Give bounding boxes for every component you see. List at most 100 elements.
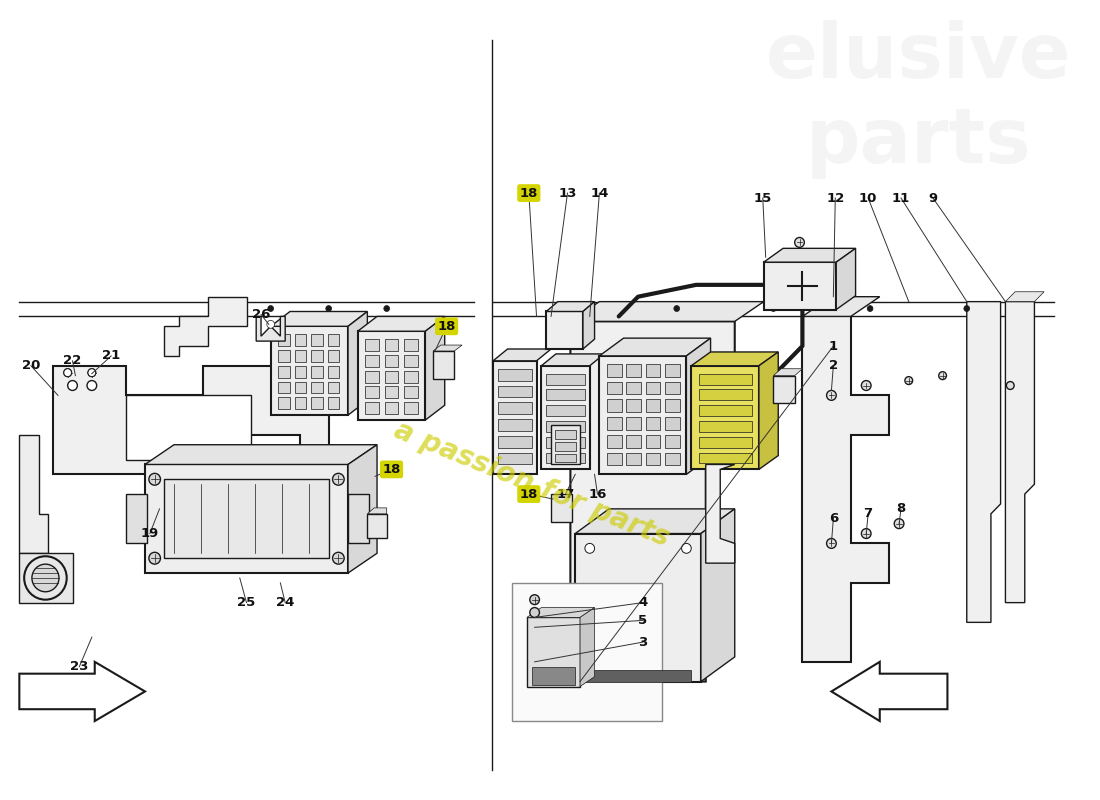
Bar	[666, 417, 680, 430]
Bar	[404, 370, 418, 382]
Text: 12: 12	[826, 191, 845, 205]
Bar	[607, 364, 621, 377]
Bar	[365, 355, 380, 366]
Polygon shape	[583, 302, 595, 349]
Bar	[295, 366, 307, 378]
Bar	[498, 419, 531, 431]
Text: 5: 5	[638, 614, 648, 627]
Bar	[271, 326, 348, 415]
Bar	[498, 402, 531, 414]
Circle shape	[530, 607, 539, 618]
Bar	[164, 479, 329, 558]
Bar	[551, 494, 572, 522]
Text: 11: 11	[892, 191, 910, 205]
Circle shape	[861, 529, 871, 538]
Polygon shape	[256, 317, 285, 341]
Circle shape	[585, 543, 595, 554]
Polygon shape	[493, 349, 551, 361]
Bar	[513, 583, 662, 721]
Text: 24: 24	[276, 596, 295, 609]
Text: 16: 16	[588, 487, 606, 501]
Circle shape	[88, 369, 96, 377]
Bar	[646, 417, 660, 430]
Bar	[646, 382, 660, 394]
Bar	[531, 666, 575, 685]
Polygon shape	[773, 369, 802, 376]
Text: 7: 7	[864, 507, 872, 520]
Circle shape	[905, 377, 913, 385]
Bar	[311, 350, 323, 362]
Circle shape	[894, 518, 904, 529]
Bar	[295, 334, 307, 346]
Bar	[278, 382, 290, 394]
Text: 8: 8	[896, 502, 905, 515]
Bar	[627, 453, 641, 466]
Bar	[311, 382, 323, 394]
Circle shape	[68, 381, 77, 390]
Bar	[295, 350, 307, 362]
Bar	[498, 369, 531, 381]
Polygon shape	[571, 302, 763, 322]
Circle shape	[24, 556, 67, 600]
Bar	[607, 399, 621, 412]
Text: 22: 22	[64, 354, 81, 367]
Text: 6: 6	[828, 512, 838, 526]
Polygon shape	[358, 317, 444, 331]
Bar	[646, 435, 660, 448]
Bar	[698, 390, 752, 400]
Bar	[627, 417, 641, 430]
Bar	[554, 442, 576, 450]
Bar	[367, 514, 387, 538]
Bar	[547, 406, 585, 416]
Polygon shape	[575, 509, 735, 534]
Bar	[278, 366, 290, 378]
Bar	[541, 366, 590, 470]
Bar	[600, 356, 686, 474]
Bar	[145, 465, 348, 573]
Text: elusive
parts: elusive parts	[766, 19, 1071, 179]
Bar	[311, 398, 323, 409]
Bar	[328, 350, 339, 362]
Circle shape	[530, 594, 539, 605]
Polygon shape	[759, 352, 778, 470]
Bar	[698, 421, 752, 432]
Circle shape	[88, 369, 96, 377]
Bar	[278, 334, 290, 346]
Bar	[547, 390, 585, 400]
Polygon shape	[686, 338, 711, 474]
Circle shape	[267, 320, 275, 328]
Polygon shape	[164, 297, 246, 356]
Circle shape	[826, 538, 836, 548]
Polygon shape	[575, 534, 701, 682]
Polygon shape	[967, 302, 1001, 622]
Bar	[666, 399, 680, 412]
Text: 2: 2	[828, 359, 838, 372]
Circle shape	[964, 306, 970, 311]
Bar	[698, 406, 752, 416]
Bar	[385, 339, 398, 351]
Bar	[554, 430, 576, 439]
Text: 13: 13	[559, 186, 576, 199]
Bar	[646, 364, 660, 377]
Text: 18: 18	[438, 320, 455, 333]
Polygon shape	[691, 352, 778, 366]
Bar	[547, 437, 585, 448]
Bar	[125, 395, 252, 459]
Circle shape	[861, 381, 871, 390]
Polygon shape	[600, 338, 711, 356]
Text: 3: 3	[638, 635, 648, 649]
Circle shape	[267, 306, 274, 311]
Text: 17: 17	[557, 487, 574, 501]
Bar	[404, 402, 418, 414]
Polygon shape	[348, 311, 367, 415]
Polygon shape	[832, 662, 947, 721]
Circle shape	[148, 474, 161, 485]
Circle shape	[148, 552, 161, 564]
Circle shape	[332, 474, 344, 485]
Bar	[328, 398, 339, 409]
Bar	[698, 437, 752, 448]
Polygon shape	[527, 607, 595, 618]
Bar	[547, 453, 585, 463]
Polygon shape	[367, 508, 387, 514]
Bar	[498, 453, 531, 465]
